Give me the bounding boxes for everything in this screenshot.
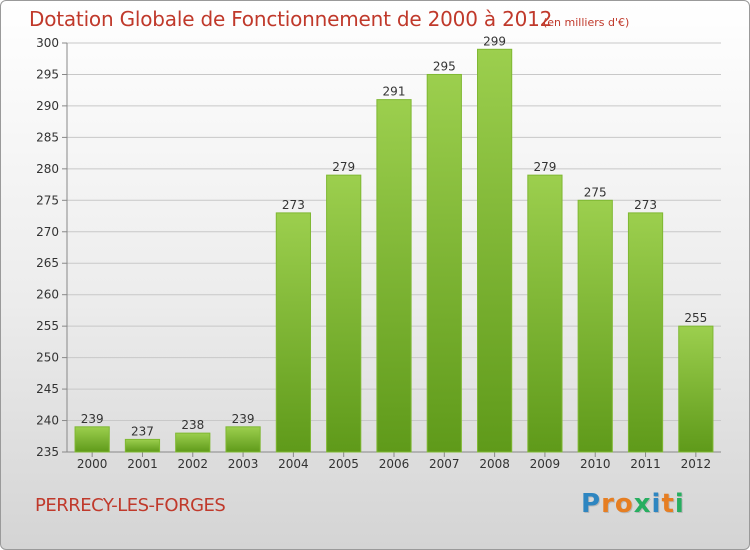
chart-unit: (en milliers d'€) [543,16,630,29]
value-label: 239 [232,412,255,426]
x-tick-label: 2011 [630,457,661,471]
value-label: 239 [81,412,104,426]
y-tick-label: 285 [36,130,59,144]
y-tick-label: 245 [36,382,59,396]
y-tick-label: 280 [36,162,59,176]
logo-letter: i [674,489,685,519]
x-tick-label: 2002 [177,457,208,471]
x-tick-label: 2000 [77,457,108,471]
commune-name: PERRECY-LES-FORGES [35,495,226,516]
x-tick-label: 2004 [278,457,309,471]
chart-title: Dotation Globale de Fonctionnement de 20… [29,7,553,31]
bar-2007 [426,73,462,453]
bar-2010 [577,199,613,453]
x-tick-label: 2008 [479,457,510,471]
y-tick-label: 300 [36,36,59,50]
bar-2004 [275,212,311,453]
y-tick-label: 270 [36,225,59,239]
y-tick-label: 290 [36,99,59,113]
bar-2012 [678,325,714,453]
logo-letter: o [614,489,634,519]
bar-2006 [376,99,412,453]
bar-2003 [225,426,261,453]
value-label: 238 [181,418,204,432]
bar-2002 [175,432,211,453]
x-tick-label: 2005 [328,457,359,471]
x-tick-label: 2007 [429,457,460,471]
proxiti-logo[interactable]: Proxiti [581,489,685,519]
x-tick-label: 2001 [127,457,158,471]
bars [74,48,714,453]
value-label: 275 [584,185,607,199]
value-label: 273 [634,198,657,212]
bar-2009 [527,174,563,453]
value-label: 279 [332,160,355,174]
bar-2011 [627,212,664,453]
value-label: 295 [433,59,456,73]
x-tick-label: 2012 [681,457,712,471]
x-tick-label: 2006 [379,457,410,471]
labels: 235 240 245 250 255 260 265 270 275 280 285 290 295 3… [36,34,711,471]
logo-letter: r [601,489,615,519]
logo-letter: P [581,489,602,519]
value-label: 273 [282,198,305,212]
x-tick-label: 2003 [228,457,259,471]
y-tick-label: 255 [36,319,59,333]
logo-letter: i [651,489,662,519]
y-tick-label: 260 [36,288,59,302]
y-tick-label: 295 [36,67,59,81]
value-label: 299 [483,34,506,48]
y-tick-label: 275 [36,193,59,207]
value-label: 279 [533,160,556,174]
y-tick-label: 250 [36,351,59,365]
y-tick-label: 265 [36,256,59,270]
bar-2000 [74,426,110,453]
logo-letter: x [633,489,652,519]
bar-2005 [326,174,362,453]
x-tick-label: 2009 [530,457,561,471]
y-tick-label: 240 [36,414,59,428]
value-label: 237 [131,424,154,438]
y-tick-label: 235 [36,445,59,459]
value-label: 255 [684,311,707,325]
bar-2001 [124,438,161,453]
x-tick-label: 2010 [580,457,611,471]
logo-letter: t [661,489,675,519]
bar-2008 [477,48,513,453]
value-label: 291 [383,85,406,99]
